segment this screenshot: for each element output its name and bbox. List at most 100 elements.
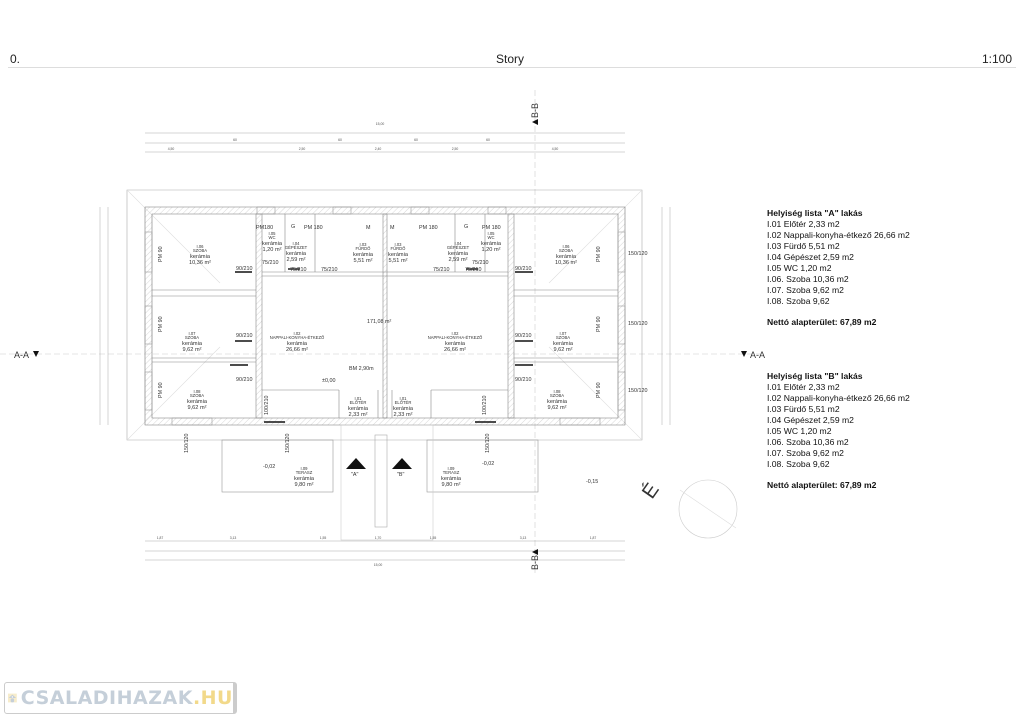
room-floor: kerámia <box>393 406 414 412</box>
room-list-item: I.06. Szoba 10,36 m2 <box>767 437 849 447</box>
room-name: TERASZ <box>296 470 313 475</box>
dimension-label: 15,00 <box>376 122 385 126</box>
opening-label: 150/120 <box>628 251 648 257</box>
opening-label: 75/210 <box>290 267 307 273</box>
room-code: I.02 <box>294 331 302 336</box>
room-code: I.08 <box>554 389 562 394</box>
dimension-label: 2,40 <box>375 147 382 151</box>
story-title: Story <box>496 52 525 66</box>
dimension-label: 60 <box>414 138 418 142</box>
room-list-item: I.04 Gépészet 2,59 m2 <box>767 252 854 262</box>
room-code: I.02 <box>452 331 460 336</box>
room-floor: kerámia <box>441 476 462 482</box>
dimension-label: 2,50 <box>452 147 459 151</box>
opening-label: 90/210 <box>236 377 253 383</box>
room-floor: kerámia <box>547 399 568 405</box>
room-name: SZOBA <box>556 335 570 340</box>
opening-label: G <box>464 224 468 230</box>
room-area: 2,59 m² <box>449 257 468 263</box>
room-name: GÉPÉSZET <box>447 245 470 250</box>
opening-label: PM 90 <box>596 316 602 332</box>
room-area: 9,62 m² <box>188 405 207 411</box>
room-area: 1,20 m² <box>263 247 282 253</box>
opening-label: 150/120 <box>628 321 648 327</box>
opening-label: PM 90 <box>158 316 164 332</box>
room-floor: kerámia <box>187 399 208 405</box>
opening-label: 100/210 <box>482 396 488 416</box>
room-list-a-net-area: Nettó alapterület: 67,89 m2 <box>767 317 877 327</box>
room-list-item: I.02 Nappali-konyha-étkező 26,66 m2 <box>767 393 910 403</box>
dimension-label: 60 <box>338 138 342 142</box>
opening-label: M <box>390 225 395 231</box>
room-name: ELŐTÉR <box>395 400 412 405</box>
opening-label: PM 90 <box>158 246 164 262</box>
room-floor: kerámia <box>353 252 374 258</box>
room-list-item: I.03 Fürdő 5,51 m2 <box>767 404 840 414</box>
room-area: 2,33 m² <box>394 412 413 418</box>
room-code: I.04 <box>455 241 463 246</box>
room-name: SZOBA <box>559 248 573 253</box>
header-divider <box>8 67 1016 68</box>
room-code: I.01 <box>355 396 363 401</box>
compass-north-label: É <box>637 479 663 503</box>
room-code: I.09 <box>301 466 309 471</box>
dimension-label: 1,55 <box>320 536 327 540</box>
dimension-label: 4,50 <box>552 147 559 151</box>
opening-label: 90/210 <box>515 377 532 383</box>
dimension-label: 3,13 <box>230 536 237 540</box>
room-list-item: I.08. Szoba 9,62 <box>767 459 830 469</box>
room-area: 9,62 m² <box>548 405 567 411</box>
room-floor: kerámia <box>182 341 203 347</box>
opening-label: 90/210 <box>515 266 532 272</box>
story-number: 0. <box>10 52 21 66</box>
opening-label: 150/120 <box>184 434 190 454</box>
room-floor: kerámia <box>388 252 409 258</box>
room-name: WC <box>488 235 495 240</box>
room-area: 9,80 m² <box>442 482 461 488</box>
room-list-item: I.02 Nappali-konyha-étkező 26,66 m2 <box>767 230 910 240</box>
room-area: 5,51 m² <box>354 258 373 264</box>
room-area: 5,51 m² <box>389 258 408 264</box>
room-floor: kerámia <box>445 341 466 347</box>
room-name: SZOBA <box>190 393 204 398</box>
room-list-b-net-area: Nettó alapterület: 67,89 m2 <box>767 480 877 490</box>
opening-label: PM 180 <box>482 225 501 231</box>
room-name: ELŐTÉR <box>350 400 367 405</box>
room-code: I.07 <box>560 331 568 336</box>
opening-label: 150/120 <box>285 434 291 454</box>
dimension-label: 1,70 <box>375 536 382 540</box>
room-area: 9,62 m² <box>183 347 202 353</box>
dimension-label: 2,50 <box>299 147 306 151</box>
dimension-label: 1,87 <box>590 536 597 540</box>
opening-label: 75/210 <box>433 267 450 273</box>
opening-label: PM 180 <box>419 225 438 231</box>
ceiling-height-label: BM 2,90m <box>349 366 374 372</box>
opening-label: PM180 <box>256 225 273 231</box>
section-label-bb: B-B <box>530 103 540 118</box>
room-code: I.04 <box>293 241 301 246</box>
room-code: I.06 <box>197 244 205 249</box>
room-list-item: I.06. Szoba 10,36 m2 <box>767 274 849 284</box>
room-list-item: I.08. Szoba 9,62 <box>767 296 830 306</box>
opening-label: 90/210 <box>236 266 253 272</box>
room-list-item: I.07. Szoba 9,62 m2 <box>767 285 844 295</box>
room-floor: kerámia <box>286 251 307 257</box>
level-marker: ±0,00 <box>322 378 335 384</box>
section-label-aa: A-A <box>750 350 765 360</box>
room-floor: kerámia <box>190 254 211 260</box>
level-marker: -0,02 <box>263 464 275 470</box>
room-list-item: I.01 Előtér 2,33 m2 <box>767 382 840 392</box>
room-area: 9,80 m² <box>295 482 314 488</box>
opening-label: 90/210 <box>515 333 532 339</box>
room-name: WC <box>269 235 276 240</box>
watermark-logo: CSALADIHAZAK.HU <box>4 682 237 714</box>
room-name: TERASZ <box>443 470 460 475</box>
room-name: NAPPALI-KONYHA-ÉTKEZŐ <box>270 335 325 340</box>
dimension-label: 60 <box>486 138 490 142</box>
room-list-item: I.05 WC 1,20 m2 <box>767 426 832 436</box>
room-area: 26,66 m² <box>444 347 466 353</box>
room-list-b: Helyiség lista "B" lakás I.01 Előtér 2,3… <box>767 371 910 491</box>
watermark-suffix: .HU <box>192 687 233 709</box>
opening-label: 75/210 <box>465 267 482 273</box>
room-floor: kerámia <box>553 341 574 347</box>
